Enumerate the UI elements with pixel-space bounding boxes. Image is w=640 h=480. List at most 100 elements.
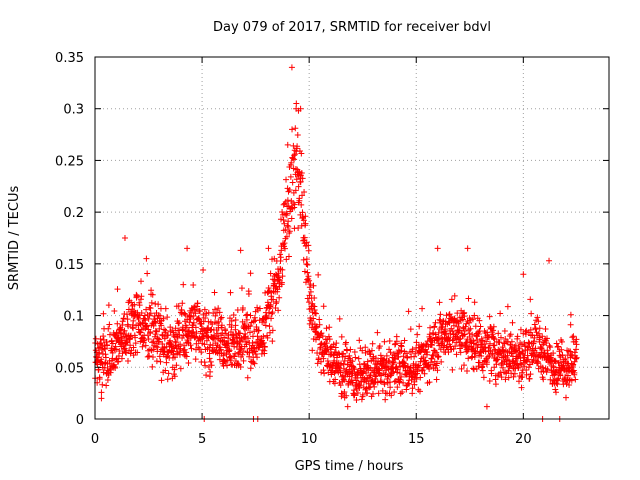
data-point bbox=[434, 367, 441, 374]
data-point bbox=[370, 390, 377, 397]
data-point bbox=[400, 353, 407, 360]
data-point bbox=[401, 360, 408, 367]
data-point bbox=[268, 315, 275, 322]
data-point bbox=[144, 353, 151, 360]
data-point bbox=[400, 379, 407, 386]
data-point bbox=[436, 299, 443, 306]
data-point bbox=[292, 125, 299, 132]
data-point bbox=[480, 374, 487, 381]
chart-title: Day 079 of 2017, SRMTID for receiver bdv… bbox=[213, 20, 491, 35]
data-point bbox=[149, 339, 156, 346]
data-point bbox=[202, 362, 209, 369]
data-point bbox=[486, 313, 493, 320]
data-point bbox=[508, 338, 515, 345]
data-point bbox=[336, 315, 343, 322]
data-point bbox=[171, 366, 178, 373]
data-point bbox=[221, 357, 228, 364]
data-point bbox=[183, 324, 190, 331]
data-point bbox=[314, 360, 321, 367]
data-point bbox=[498, 374, 505, 381]
data-point bbox=[243, 316, 250, 323]
data-point bbox=[102, 354, 109, 361]
data-point bbox=[306, 277, 313, 284]
data-point bbox=[201, 306, 208, 313]
data-point bbox=[292, 151, 299, 158]
plot-frame bbox=[94, 56, 610, 420]
data-point bbox=[302, 279, 309, 286]
data-point bbox=[413, 375, 420, 382]
data-point bbox=[125, 323, 132, 330]
data-point bbox=[388, 392, 395, 399]
data-point bbox=[115, 358, 122, 365]
data-point bbox=[162, 367, 169, 374]
data-point bbox=[401, 337, 408, 344]
data-point bbox=[259, 347, 266, 354]
data-point bbox=[414, 331, 421, 338]
data-point bbox=[132, 334, 139, 341]
data-point bbox=[502, 336, 509, 343]
data-point bbox=[291, 152, 298, 159]
data-point bbox=[433, 376, 440, 383]
data-point bbox=[411, 353, 418, 360]
y-tick-label: 0 bbox=[76, 413, 84, 428]
data-point bbox=[326, 324, 333, 331]
data-point bbox=[377, 378, 384, 385]
data-point bbox=[318, 340, 325, 347]
data-point bbox=[251, 314, 258, 321]
data-point bbox=[351, 348, 358, 355]
data-point bbox=[128, 299, 135, 306]
data-point bbox=[428, 355, 435, 362]
data-point bbox=[509, 319, 516, 326]
data-point bbox=[445, 335, 452, 342]
data-point bbox=[305, 299, 312, 306]
data-point bbox=[464, 245, 471, 252]
data-point bbox=[426, 379, 433, 386]
data-point bbox=[144, 270, 151, 277]
data-point bbox=[155, 312, 162, 319]
data-point bbox=[374, 329, 381, 336]
data-point bbox=[341, 377, 348, 384]
data-point bbox=[526, 375, 533, 382]
data-point bbox=[433, 349, 440, 356]
data-point bbox=[111, 307, 118, 314]
data-point bbox=[486, 344, 493, 351]
data-point bbox=[127, 350, 134, 357]
data-point bbox=[127, 333, 134, 340]
data-point bbox=[124, 316, 131, 323]
data-point bbox=[252, 350, 259, 357]
data-point bbox=[494, 356, 501, 363]
data-point bbox=[362, 386, 369, 393]
data-point bbox=[106, 331, 113, 338]
data-point bbox=[190, 319, 197, 326]
data-point bbox=[149, 291, 156, 298]
data-point bbox=[539, 364, 546, 371]
data-point bbox=[150, 346, 157, 353]
data-point bbox=[201, 341, 208, 348]
data-point bbox=[318, 358, 325, 365]
data-point bbox=[109, 340, 116, 347]
data-point bbox=[397, 390, 404, 397]
data-point bbox=[289, 126, 296, 133]
data-point bbox=[326, 336, 333, 343]
data-point bbox=[297, 105, 304, 112]
data-point bbox=[465, 355, 472, 362]
data-point bbox=[104, 377, 111, 384]
x-tick-label: 20 bbox=[515, 432, 532, 447]
data-point bbox=[261, 350, 268, 357]
data-point bbox=[106, 321, 113, 328]
data-point bbox=[387, 384, 394, 391]
data-point bbox=[356, 361, 363, 368]
data-point bbox=[338, 333, 345, 340]
data-point bbox=[113, 346, 120, 353]
x-tick-label: 15 bbox=[408, 432, 425, 447]
data-point bbox=[207, 341, 214, 348]
data-point bbox=[153, 328, 160, 335]
data-point bbox=[573, 354, 580, 361]
data-point bbox=[483, 338, 490, 345]
data-point bbox=[309, 347, 316, 354]
data-point bbox=[426, 365, 433, 372]
data-point bbox=[542, 325, 549, 332]
data-point bbox=[534, 314, 541, 321]
data-point bbox=[109, 349, 116, 356]
data-point bbox=[244, 374, 251, 381]
